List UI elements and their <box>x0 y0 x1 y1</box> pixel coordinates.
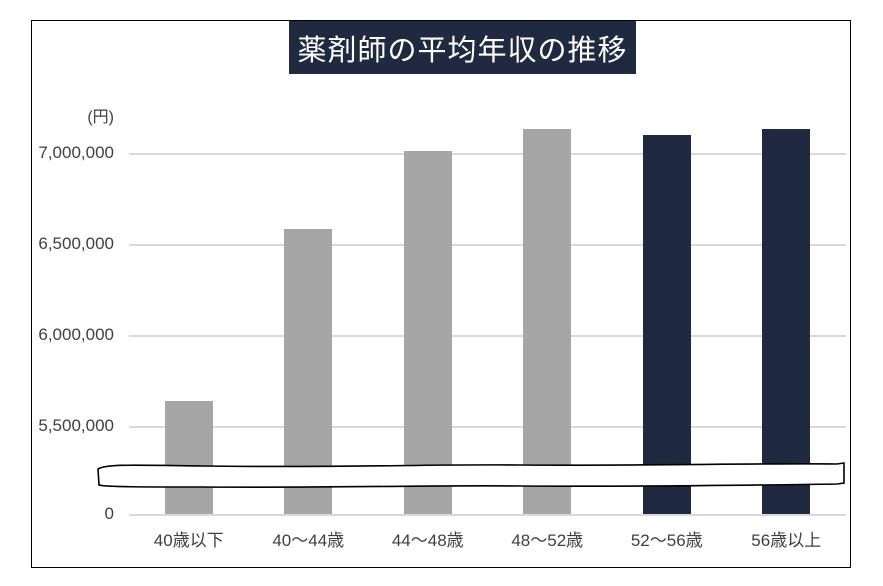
bar <box>403 151 452 514</box>
x-tick-label: 52〜56歳 <box>630 531 703 550</box>
bar <box>642 134 691 514</box>
y-tick-label: 6,500,000 <box>38 234 114 253</box>
x-tick-label: 44〜48歳 <box>391 531 464 550</box>
bar <box>523 129 572 514</box>
bar <box>284 229 333 514</box>
x-tick-label: 40歳以下 <box>153 531 224 550</box>
x-tick-label: 48〜52歳 <box>511 531 584 550</box>
chart-frame: 薬剤師の平均年収の推移 (円) 0 5,500,000 6,000,000 6,500… <box>31 20 851 568</box>
y-axis-unit-label: (円) <box>87 109 114 126</box>
gridline <box>129 153 846 155</box>
gridline <box>129 244 846 246</box>
x-axis-baseline <box>129 514 846 516</box>
gridline <box>129 426 846 428</box>
x-tick-label: 56歳以上 <box>751 531 822 550</box>
y-tick-label: 7,000,000 <box>38 143 114 162</box>
x-tick-label: 40〜44歳 <box>272 531 345 550</box>
bar <box>164 400 213 514</box>
chart-title: 薬剤師の平均年収の推移 <box>289 21 636 74</box>
gridline <box>129 335 846 337</box>
y-tick-label: 0 <box>104 504 114 523</box>
y-tick-label: 5,500,000 <box>38 416 114 435</box>
bar <box>762 129 811 514</box>
y-tick-label: 6,000,000 <box>38 325 114 344</box>
